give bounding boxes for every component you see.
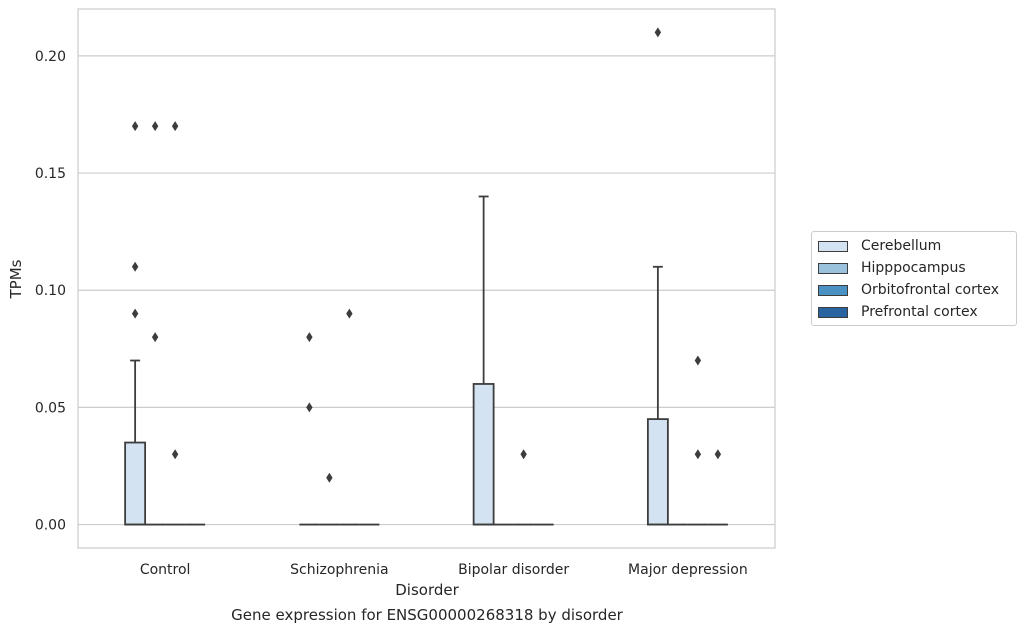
- outlier-point: [131, 308, 139, 319]
- legend-label: Prefrontal cortex: [861, 304, 978, 320]
- grid-layer: [78, 55, 775, 526]
- box-0-1: [299, 332, 320, 526]
- legend-item-prefrontal-cortex: Prefrontal cortex: [818, 303, 978, 321]
- box-1-1: [319, 472, 340, 526]
- legend-swatch-cerebellum: [818, 240, 848, 252]
- outlier-point: [654, 27, 662, 38]
- outlier-point: [714, 449, 722, 460]
- outlier-point: [326, 472, 333, 483]
- box-1-0: [145, 121, 166, 526]
- box-3-3: [707, 449, 728, 526]
- y-tick-label: 0.20: [35, 49, 66, 65]
- legend-item-hippocampus: Hipppocampus: [818, 259, 966, 277]
- legend-label: Hipppocampus: [861, 260, 966, 276]
- box-2-0: [165, 121, 186, 526]
- box-0-0: [124, 121, 147, 526]
- legend-swatch-prefrontal-cortex: [818, 306, 848, 318]
- x-axis-title: Disorder: [395, 581, 459, 599]
- legend-label: Cerebellum: [861, 238, 942, 254]
- x-tick-label: Control: [140, 562, 191, 578]
- plot-frame: [77, 8, 776, 549]
- x-tick-label: Major depression: [628, 562, 748, 578]
- outlier-point: [520, 449, 527, 460]
- outlier-point: [131, 121, 139, 132]
- outlier-point: [131, 261, 139, 272]
- outlier-point: [171, 449, 179, 460]
- box-body: [124, 441, 147, 526]
- y-tick-label: 0.05: [35, 400, 66, 416]
- box-0-3: [646, 27, 669, 526]
- legend: Cerebellum Hipppocampus Orbitofrontal co…: [811, 231, 1017, 326]
- y-tick-label: 0.15: [35, 166, 66, 182]
- outlier-point: [694, 449, 702, 460]
- legend-item-orbitofrontal-cortex: Orbitofrontal cortex: [818, 281, 999, 299]
- box-body: [646, 418, 669, 526]
- y-axis-title: TPMs: [7, 259, 25, 299]
- box-2-3: [687, 355, 708, 526]
- box-body: [472, 383, 495, 526]
- outlier-point: [306, 402, 313, 413]
- box-2-1: [339, 308, 360, 526]
- outlier-point: [346, 308, 353, 319]
- marks-layer: [124, 27, 728, 526]
- outlier-point: [306, 332, 313, 343]
- y-tick-label: 0.10: [35, 283, 66, 299]
- legend-label: Orbitofrontal cortex: [861, 282, 999, 298]
- y-tick-label: 0.00: [35, 518, 66, 534]
- box-0-2: [472, 195, 495, 526]
- legend-swatch-hippocampus: [818, 262, 848, 274]
- outlier-point: [151, 332, 159, 343]
- chart-caption: Gene expression for ENSG00000268318 by d…: [231, 606, 623, 624]
- x-tick-label: Schizophrenia: [290, 562, 388, 578]
- legend-swatch-orbitofrontal-cortex: [818, 284, 848, 296]
- outlier-point: [694, 355, 702, 366]
- legend-item-cerebellum: Cerebellum: [818, 237, 941, 255]
- outlier-point: [171, 121, 179, 132]
- ticks-layer: 0.00 0.05 0.10 0.15 0.20 Control Schizophrenia…: [35, 49, 748, 578]
- box-2-2: [513, 449, 534, 526]
- x-tick-label: Bipolar disorder: [458, 562, 569, 578]
- outlier-point: [151, 121, 159, 132]
